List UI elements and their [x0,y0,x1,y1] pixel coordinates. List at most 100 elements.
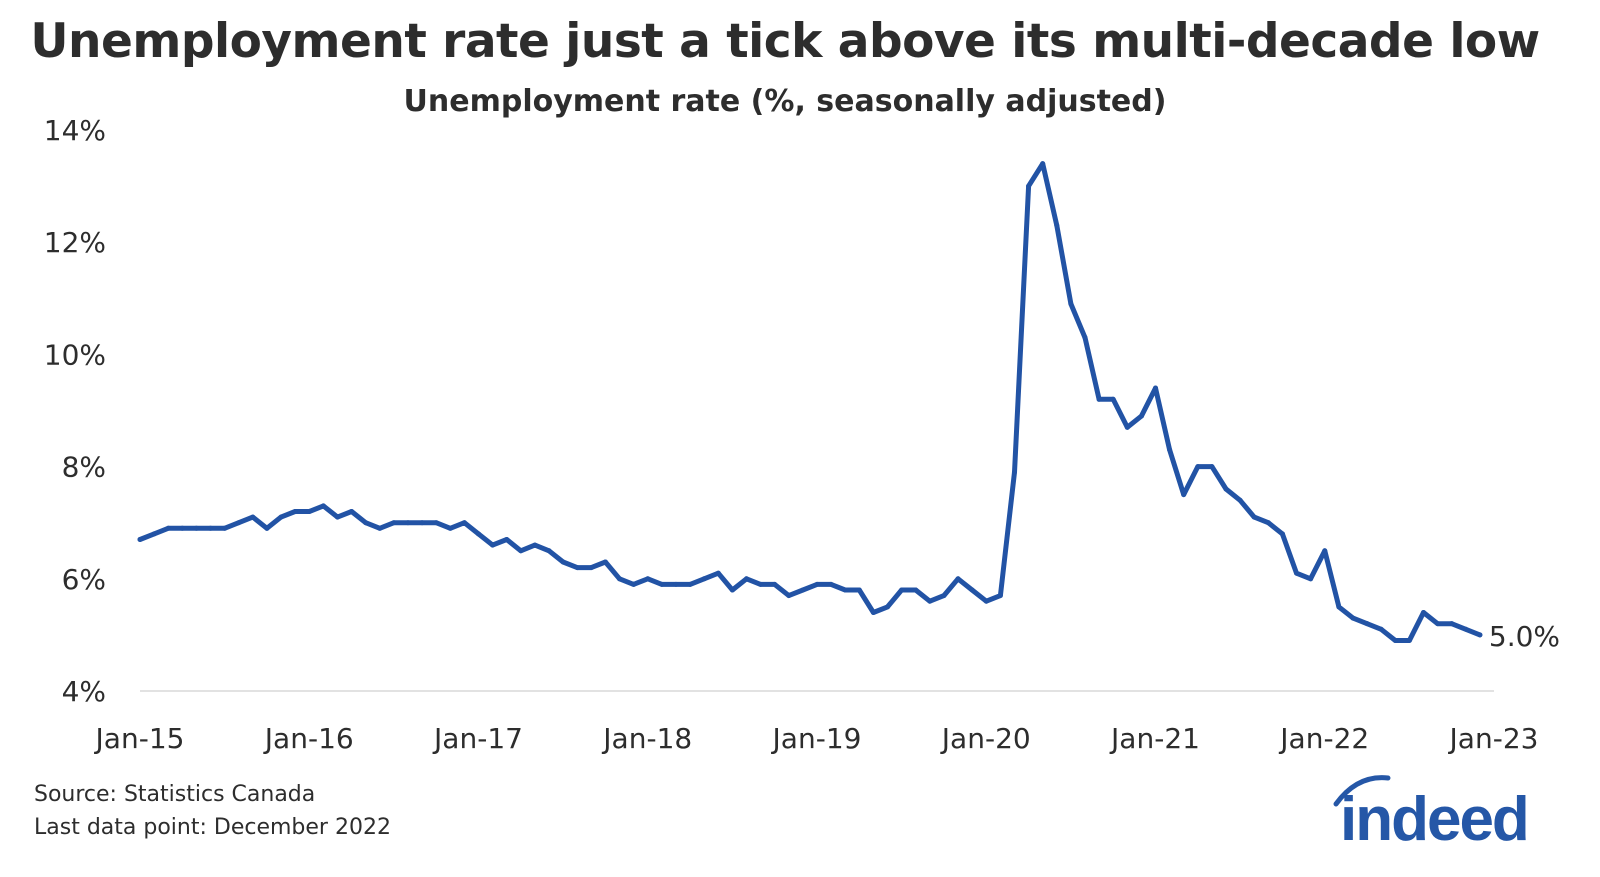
indeed-logo: indeed [1333,775,1530,850]
data-point [913,587,919,593]
data-point [1153,385,1158,391]
last-data-point-text: Last data point: December 2022 [34,815,391,840]
data-point [1181,492,1187,498]
data-point [1040,161,1046,167]
data-point [941,593,947,599]
data-point [856,587,862,593]
data-point [447,525,453,531]
data-point [264,525,270,531]
data-point [1138,413,1144,419]
data-point [518,548,524,554]
data-point [546,548,552,554]
data-point [278,514,284,520]
data-point [743,576,749,582]
data-point [391,520,397,526]
data-point [1195,464,1201,470]
data-point [969,587,975,593]
x-tick-label: Jan-16 [263,722,354,755]
source-text: Source: Statistics Canada [34,782,316,807]
data-point [574,565,580,571]
data-point [1110,396,1116,402]
data-point [1026,183,1032,189]
chart-subtitle: Unemployment rate (%, seasonally adjuste… [403,84,1167,119]
logo-arc-icon [1333,775,1391,807]
x-tick-label: Jan-17 [432,722,523,755]
data-point [433,520,439,526]
x-tick-label: Jan-19 [771,722,862,755]
data-point [1420,609,1426,615]
data-point [151,531,157,537]
svg-text:indeed: indeed [1340,785,1528,850]
data-point [504,537,510,543]
data-point [617,576,623,582]
data-point [165,525,171,531]
data-point [250,514,256,520]
y-tick-label: 6% [62,563,106,596]
data-point [631,581,637,587]
x-tick-label: Jan-18 [601,722,692,755]
data-point [1294,570,1300,576]
data-point [137,537,143,543]
data-point [179,525,185,531]
data-point [1435,621,1441,627]
data-point [645,576,651,582]
data-point [1322,548,1328,554]
data-point [193,525,199,531]
x-tick-label: Jan-15 [94,722,185,755]
data-point [1279,531,1285,537]
data-point [1265,520,1271,526]
x-axis: Jan-15 Jan-16 Jan-17 Jan-18 Jan-19 Jan-20 Jan-… [94,722,1539,755]
data-point [800,587,806,593]
data-point [405,520,411,526]
data-point [772,581,778,587]
y-tick-label: 14% [44,114,106,147]
data-point [729,587,735,593]
data-point [758,581,764,587]
data-point [1096,396,1102,402]
data-point [1251,514,1257,520]
data-point [1223,486,1229,492]
data-point [588,565,594,571]
data-point [1449,621,1455,627]
data-point [701,576,707,582]
data-point [461,520,467,526]
data-point [363,520,369,526]
data-point [673,581,679,587]
end-value-label: 5.0% [1489,620,1560,653]
data-point [1209,464,1215,470]
x-tick-label: Jan-21 [1109,722,1200,755]
data-point [490,542,496,548]
data-point [602,559,608,565]
data-point [377,525,383,531]
data-point [927,598,933,604]
data-point [1237,497,1243,503]
data-point [1124,424,1130,430]
y-tick-label: 10% [44,338,106,371]
data-point [1477,632,1483,638]
data-point [236,520,242,526]
data-point [349,508,355,514]
data-point [715,570,721,576]
data-point [320,503,326,509]
data-point [983,598,989,604]
chart-title: Unemployment rate just a tick above its … [30,14,1540,69]
data-point [1011,469,1017,475]
data-point [1054,222,1060,228]
data-point [532,542,538,548]
data-point [1378,626,1384,632]
data-point [476,531,481,537]
data-point [222,525,228,531]
data-point [1392,638,1398,644]
data-point [1082,335,1088,341]
x-tick-label: Jan-23 [1448,722,1539,755]
data-point [786,593,792,599]
data-point [560,559,566,565]
data-point [1350,615,1356,621]
data-point [1406,638,1412,644]
data-point [292,508,298,514]
data-point [659,581,665,587]
data-point [1364,621,1370,627]
data-point [208,525,214,531]
data-point [306,508,312,514]
